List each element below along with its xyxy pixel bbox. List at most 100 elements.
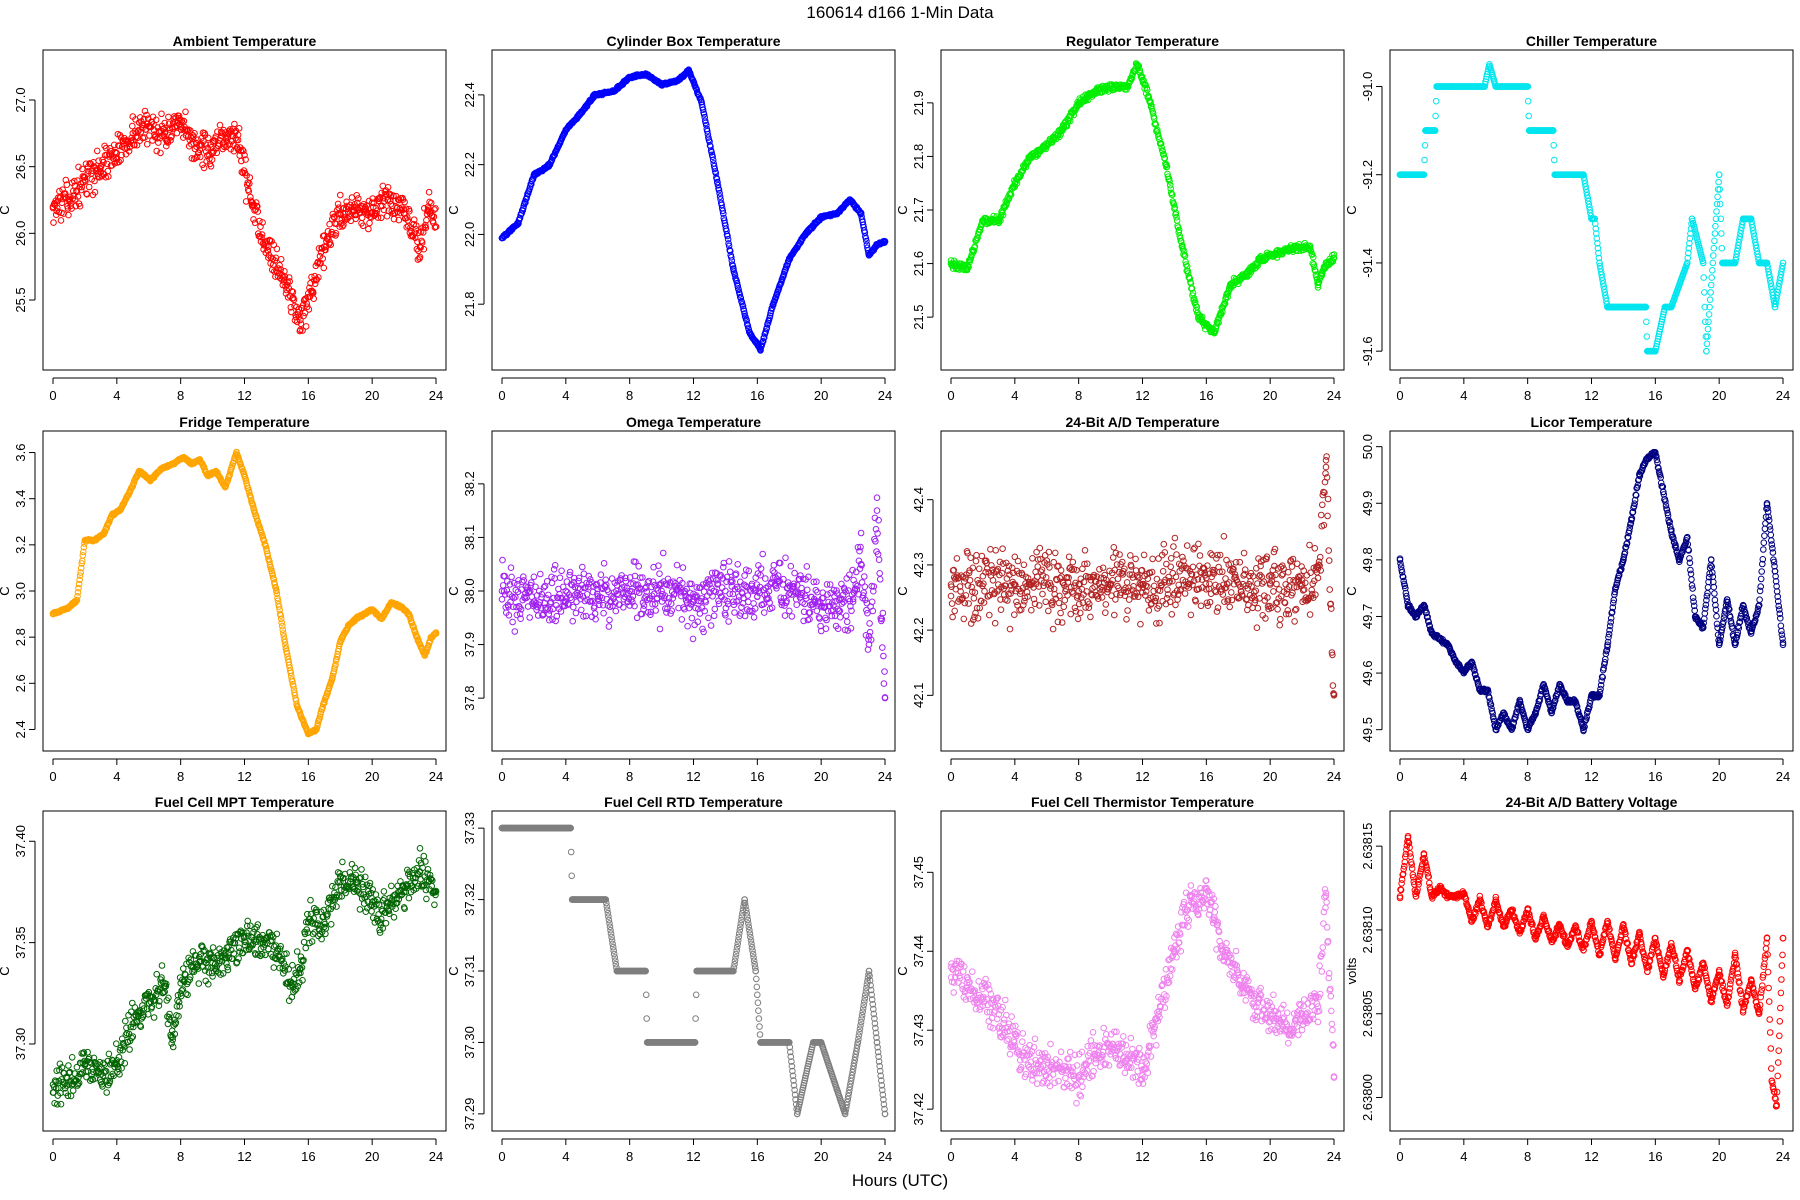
data-point xyxy=(1525,112,1532,120)
data-point xyxy=(507,564,515,572)
data-point xyxy=(508,573,515,581)
data-point xyxy=(208,156,216,163)
data-point xyxy=(258,233,265,241)
data-point xyxy=(158,110,165,118)
data-point xyxy=(578,606,585,614)
data-point xyxy=(966,576,974,584)
data-point xyxy=(286,278,294,285)
data-point xyxy=(1432,97,1440,105)
data-point xyxy=(61,190,69,197)
data-point xyxy=(579,563,586,571)
data-point xyxy=(880,680,888,687)
data-point xyxy=(519,207,527,214)
y-axis-label: C xyxy=(446,205,461,214)
x-tick-label: 4 xyxy=(113,388,120,403)
data-point xyxy=(1700,274,1707,281)
data-point xyxy=(245,188,253,195)
data-point xyxy=(1087,613,1094,621)
data-point xyxy=(1006,625,1014,633)
data-point xyxy=(339,223,346,230)
data-point xyxy=(705,614,712,622)
data-point xyxy=(866,620,873,627)
data-point xyxy=(82,178,89,185)
x-tick-label: 24 xyxy=(1327,388,1341,403)
data-point xyxy=(843,618,851,626)
data-point xyxy=(734,561,742,568)
data-point xyxy=(190,133,197,141)
data-point xyxy=(750,614,758,621)
data-point xyxy=(137,128,145,136)
data-point xyxy=(725,618,732,625)
y-axis-label: C xyxy=(895,205,910,214)
data-point xyxy=(373,207,381,215)
data-point xyxy=(143,140,151,148)
data-point xyxy=(294,308,302,316)
data-point xyxy=(277,266,285,273)
data-point xyxy=(398,204,406,211)
data-point xyxy=(197,153,204,161)
data-point xyxy=(194,136,201,144)
data-point xyxy=(1060,603,1068,611)
data-point xyxy=(1039,590,1046,598)
data-point xyxy=(302,323,310,330)
data-point xyxy=(745,598,752,606)
data-point xyxy=(1710,252,1717,259)
data-point xyxy=(520,577,528,584)
data-point xyxy=(1710,244,1718,252)
data-point xyxy=(320,264,328,272)
x-tick-label: 24 xyxy=(1776,388,1790,403)
data-point xyxy=(879,644,886,651)
data-point xyxy=(759,550,767,558)
data-point xyxy=(509,618,516,626)
data-point xyxy=(366,219,373,227)
data-point xyxy=(1707,289,1714,296)
data-point xyxy=(762,575,769,582)
data-point xyxy=(526,614,534,621)
data-point xyxy=(383,212,391,220)
data-point xyxy=(1074,615,1082,623)
data-point xyxy=(410,216,418,223)
y-tick-label: -91.6 xyxy=(1360,336,1375,366)
y-tick-label: 27.0 xyxy=(13,87,28,112)
data-point xyxy=(136,114,144,121)
data-point xyxy=(77,186,85,194)
data-point xyxy=(822,625,830,633)
data-point xyxy=(319,255,327,262)
data-point xyxy=(359,222,367,230)
data-point xyxy=(123,137,130,144)
data-point xyxy=(1551,156,1558,164)
data-point xyxy=(406,207,413,215)
data-point xyxy=(1718,244,1726,252)
data-point xyxy=(143,111,150,119)
chart-title: Ambient Temperature xyxy=(173,33,317,49)
x-tick-label: 8 xyxy=(1075,388,1082,403)
data-point xyxy=(374,214,382,221)
data-point xyxy=(216,121,224,129)
data-point xyxy=(57,217,65,224)
data-point xyxy=(1714,193,1721,201)
data-point xyxy=(1173,217,1181,224)
data-point xyxy=(1036,544,1044,552)
data-point xyxy=(431,206,438,213)
data-point xyxy=(706,138,713,145)
data-point xyxy=(234,131,242,139)
x-tick-label: 24 xyxy=(878,769,892,784)
data-point xyxy=(332,230,340,237)
data-point xyxy=(258,231,266,238)
data-point xyxy=(606,616,613,624)
y-axis-label: C xyxy=(0,205,12,214)
y-tick-label: 37.9 xyxy=(462,632,477,657)
data-point xyxy=(1055,599,1063,607)
data-point xyxy=(74,193,82,200)
y-tick-label: 37.8 xyxy=(462,685,477,710)
data-point xyxy=(515,577,522,584)
data-point xyxy=(793,601,801,609)
data-point xyxy=(997,606,1005,614)
chart-title: Chiller Temperature xyxy=(1526,33,1657,49)
data-point xyxy=(288,308,295,316)
data-point xyxy=(299,327,306,334)
data-point xyxy=(1042,598,1049,606)
data-point xyxy=(1020,561,1028,569)
data-point xyxy=(413,245,421,253)
